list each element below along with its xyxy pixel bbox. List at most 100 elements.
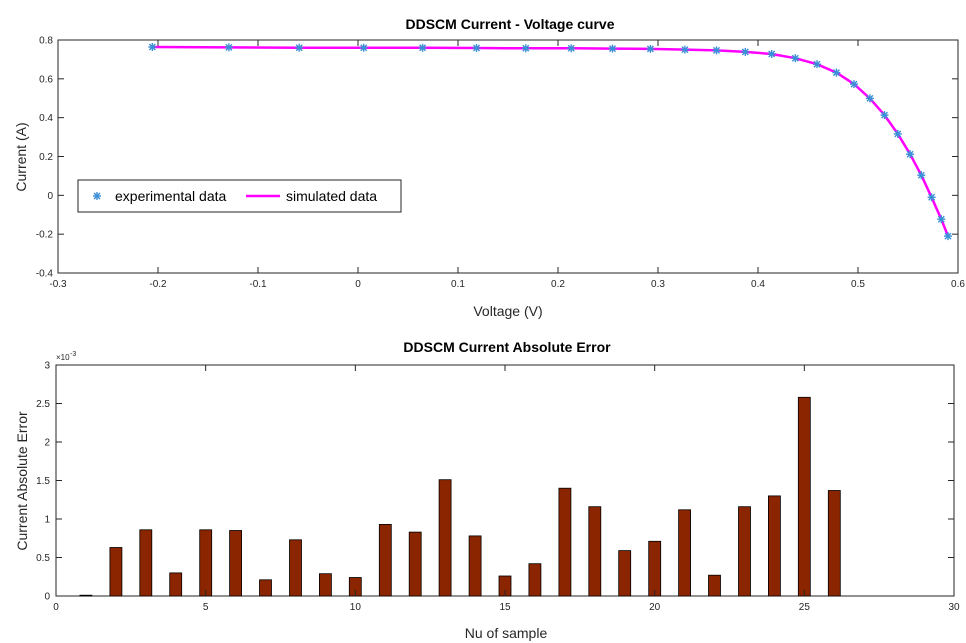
experimental-data-point (712, 46, 721, 55)
experimental-data-series (148, 43, 952, 241)
error-x-tick-label: 0 (53, 602, 59, 613)
legend-experimental-marker (93, 192, 101, 200)
experimental-data-point (880, 111, 889, 120)
experimental-data-point (567, 44, 576, 53)
iv-x-tick-label: -0.1 (249, 279, 267, 290)
error-bar (468, 535, 482, 597)
iv-x-tick-label: 0.3 (651, 279, 665, 290)
error-y-tick-label: 1.5 (36, 476, 50, 487)
iv-y-tick-label: 0.6 (39, 74, 53, 85)
iv-y-tick-label: 0.4 (39, 113, 53, 124)
error-bar (259, 579, 272, 597)
error-plot-area (55, 364, 955, 597)
error-bar (768, 495, 781, 597)
error-y-tick-label: 0 (44, 592, 50, 603)
error-y-axis-label: Current Absolute Error (14, 411, 30, 551)
experimental-data-point (295, 43, 304, 52)
error-axis-ticks: 0 5 10 15 20 25 30 0 0.5 1 1.5 2 2.5 3 (36, 361, 960, 614)
error-x-axis-label: Nu of sample (465, 625, 548, 641)
error-bar (678, 509, 691, 597)
error-y-tick-label: 2 (44, 438, 50, 449)
error-bar (169, 572, 183, 597)
error-bar (648, 540, 662, 597)
simulated-data-line (152, 45, 950, 237)
iv-x-tick-label: 0 (355, 279, 361, 290)
iv-y-axis-label: Current (A) (13, 122, 29, 191)
error-bar (139, 529, 153, 597)
experimental-data-point (767, 50, 776, 58)
error-y-tick-label: 3 (44, 361, 50, 372)
error-bar (79, 594, 93, 597)
experimental-data-point (521, 44, 530, 53)
iv-x-tick-label: 0.2 (551, 279, 565, 290)
error-bar (438, 479, 452, 597)
experimental-data-point (608, 44, 617, 53)
legend-simulated-label: simulated data (286, 188, 377, 204)
error-bar (708, 574, 721, 597)
iv-y-tick-label: 0 (47, 191, 53, 202)
error-bar (289, 539, 302, 597)
experimental-data-point (906, 150, 915, 159)
experimental-data-point (680, 45, 689, 54)
experimental-data-point (917, 171, 926, 180)
iv-y-tick-label: 0.2 (39, 152, 53, 163)
iv-x-axis-label: Voltage (V) (473, 303, 542, 319)
error-bar (827, 490, 841, 597)
error-bar (318, 573, 332, 597)
experimental-data-point (893, 129, 902, 138)
iv-x-tick-label: 0.1 (451, 279, 465, 290)
iv-axis-ticks: -0.3 -0.2 -0.1 0 0.1 0.2 0.3 0.4 0.5 0.6 -0.4 -0.2 0… (36, 36, 966, 291)
error-y-tick-label: 0.5 (36, 553, 50, 564)
iv-chart: DDSCM Current - Voltage curve -0.3 -0.2 -0… (13, 16, 965, 319)
experimental-data-point (832, 68, 841, 77)
error-bar (588, 506, 602, 597)
experimental-data-point (865, 94, 874, 103)
y-multiplier-base: ×10 (56, 353, 70, 362)
iv-x-tick-label: 0.5 (851, 279, 865, 290)
error-chart: DDSCM Current Absolute Error ×10 -3 0 5 10… (14, 339, 960, 641)
error-bar (378, 524, 392, 597)
experimental-data-point (359, 43, 368, 52)
error-bar (109, 547, 123, 597)
experimental-data-point (813, 60, 821, 69)
experimental-data-point (791, 54, 800, 63)
experimental-data-point (418, 43, 427, 52)
error-x-tick-label: 25 (799, 602, 811, 613)
experimental-data-point (927, 193, 936, 202)
error-x-tick-label: 30 (948, 602, 960, 613)
error-bars (79, 396, 841, 597)
error-x-tick-label: 5 (203, 602, 209, 613)
iv-legend[interactable]: experimental data simulated data (77, 179, 402, 213)
error-bar (528, 563, 542, 597)
simulated-data-series (152, 45, 950, 237)
error-bar (229, 530, 243, 597)
experimental-data-point (148, 43, 157, 51)
error-bar (558, 487, 572, 597)
error-bar (797, 396, 811, 597)
experimental-data-point (472, 44, 481, 52)
experimental-data-point (850, 80, 858, 89)
experimental-data-point (944, 232, 952, 241)
error-bar (408, 531, 422, 597)
iv-x-tick-label: 0.6 (951, 279, 965, 290)
iv-y-tick-label: 0.8 (39, 36, 53, 47)
experimental-data-point (646, 44, 655, 53)
error-bar (199, 529, 213, 597)
y-axis-multiplier: ×10 -3 (56, 351, 76, 362)
iv-chart-title: DDSCM Current - Voltage curve (406, 16, 615, 32)
error-bar (618, 550, 632, 597)
error-y-tick-label: 1 (44, 515, 50, 526)
experimental-data-point (741, 47, 750, 56)
error-x-tick-label: 15 (499, 602, 511, 613)
error-y-tick-label: 2.5 (36, 399, 50, 410)
legend-experimental-label: experimental data (115, 188, 227, 204)
iv-y-tick-label: -0.4 (36, 269, 54, 280)
iv-x-tick-label: 0.4 (751, 279, 765, 290)
error-x-tick-label: 10 (350, 602, 362, 613)
iv-plot-area (57, 39, 959, 274)
experimental-data-point (224, 43, 233, 52)
y-multiplier-exponent: -3 (70, 351, 76, 358)
error-bar (738, 506, 751, 597)
error-chart-title: DDSCM Current Absolute Error (403, 339, 611, 355)
